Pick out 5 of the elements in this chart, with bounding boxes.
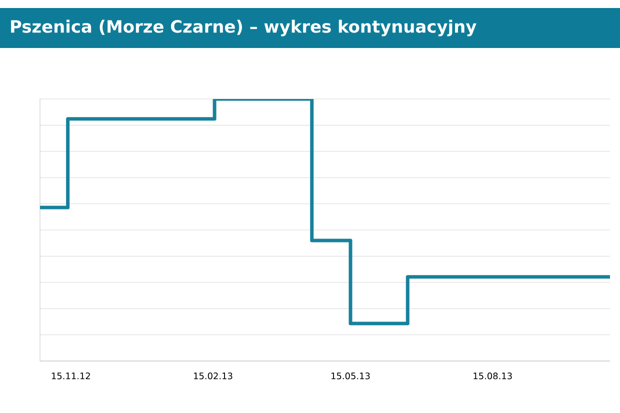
x-tick-label: 15.08.13 [474, 372, 512, 380]
x-tick-label: 15.02.13 [194, 372, 232, 380]
x-tick-label: 15.05.13 [332, 372, 370, 380]
chart-title: Pszenica (Morze Czarne) – wykres kontynuacyjny [11, 20, 476, 36]
x-tick-label: 15.11.12 [52, 372, 90, 380]
